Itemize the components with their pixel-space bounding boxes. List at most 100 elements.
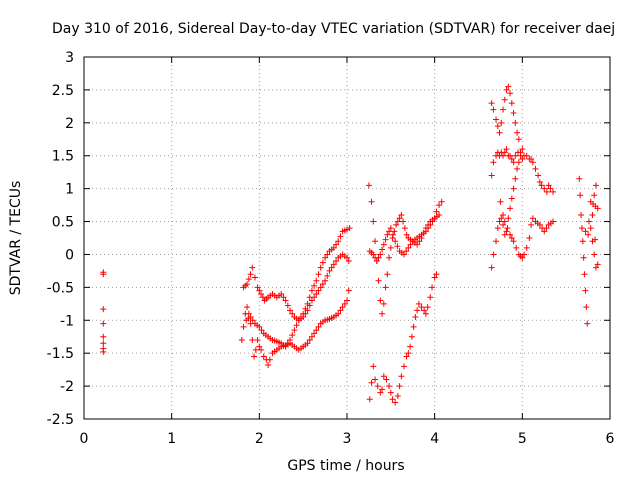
data-point-plus	[256, 287, 263, 294]
x-tick-label: 2	[255, 431, 264, 447]
chart-title: Day 310 of 2016, Sidereal Day-to-day VTE…	[52, 21, 615, 37]
data-point-plus	[337, 233, 344, 240]
data-point-plus	[373, 258, 380, 265]
data-point-plus	[387, 244, 394, 251]
data-point-plus	[403, 248, 410, 255]
data-point-plus	[418, 235, 425, 241]
data-point-plus	[293, 322, 300, 329]
data-point-plus	[528, 221, 535, 228]
data-point-plus	[514, 165, 521, 172]
data-point-plus	[345, 287, 352, 294]
data-point-plus	[380, 241, 387, 248]
data-point-plus	[244, 281, 251, 288]
data-point-plus	[582, 287, 589, 294]
data-point-plus	[306, 337, 313, 344]
data-point-plus	[512, 119, 519, 126]
data-point-plus	[398, 211, 405, 218]
x-tick-label: 0	[80, 431, 89, 447]
data-point-plus	[538, 182, 545, 189]
y-tick-label: 2	[65, 116, 74, 132]
data-point-plus	[528, 156, 535, 163]
data-point-plus	[393, 221, 400, 228]
data-point-plus	[584, 320, 591, 327]
data-point-plus	[494, 225, 501, 232]
data-point-plus	[403, 231, 410, 238]
data-point-plus	[282, 343, 289, 350]
data-point-plus	[370, 218, 377, 225]
data-point-plus	[345, 258, 352, 265]
data-point-plus	[512, 152, 519, 159]
data-point-plus	[302, 305, 309, 312]
data-point-plus	[438, 198, 445, 205]
data-point-plus	[379, 246, 386, 253]
data-point-plus	[394, 392, 401, 399]
data-point-plus	[374, 383, 381, 390]
data-point-plus	[510, 185, 517, 192]
x-axis-label: GPS time / hours	[287, 458, 404, 474]
data-point-plus	[266, 356, 273, 363]
data-point-plus	[386, 228, 393, 235]
data-point-plus	[508, 235, 515, 241]
data-point-plus	[260, 353, 267, 360]
data-point-plus	[532, 165, 539, 172]
data-point-plus	[100, 306, 107, 313]
data-point-plus	[322, 254, 329, 261]
data-point-plus	[341, 300, 348, 307]
data-point-plus	[344, 226, 350, 233]
data-point-plus	[582, 228, 589, 235]
data-point-plus	[578, 225, 585, 232]
data-point-plus	[379, 310, 386, 317]
data-point-plus	[389, 396, 396, 403]
data-point-plus	[394, 218, 401, 225]
data-point-plus	[328, 264, 335, 271]
data-point-plus	[503, 146, 510, 153]
data-point-plus	[383, 376, 390, 383]
data-point-plus	[414, 307, 421, 314]
data-point-plus	[100, 271, 107, 278]
data-point-plus	[529, 215, 536, 222]
data-point-plus	[392, 238, 399, 245]
data-point-plus	[436, 202, 443, 209]
data-point-plus	[507, 205, 514, 212]
data-point-plus	[394, 243, 401, 250]
data-point-plus	[512, 175, 519, 182]
data-point-plus	[317, 284, 324, 291]
data-point-plus	[278, 290, 285, 297]
data-point-plus	[521, 251, 528, 258]
data-point-plus	[496, 129, 503, 136]
data-point-plus	[498, 119, 505, 126]
data-point-plus	[317, 264, 324, 271]
x-tick-label: 6	[606, 431, 615, 447]
x-tick-label: 5	[518, 431, 527, 447]
data-point-plus	[251, 353, 258, 360]
data-point-plus	[510, 109, 517, 116]
data-point-plus	[377, 389, 384, 396]
data-point-plus	[368, 198, 375, 205]
data-point-plus	[308, 297, 315, 304]
data-point-plus	[408, 333, 415, 340]
data-point-plus	[500, 106, 507, 113]
data-point-plus	[591, 192, 598, 199]
data-point-plus	[384, 271, 391, 278]
data-point-plus	[346, 225, 353, 232]
data-point-plus	[405, 350, 412, 357]
data-point-plus	[256, 343, 263, 350]
data-points	[100, 83, 601, 406]
data-point-plus	[578, 211, 585, 218]
data-point-plus	[315, 287, 322, 294]
data-point-plus	[284, 340, 291, 347]
data-point-plus	[543, 188, 550, 195]
data-point-plus	[519, 146, 526, 153]
grid-lines	[84, 57, 610, 419]
y-axis-label: SDTVAR / TECUs	[8, 181, 24, 296]
data-point-plus	[100, 320, 107, 327]
data-point-plus	[490, 159, 497, 166]
data-point-plus	[289, 332, 296, 339]
data-point-plus	[398, 373, 405, 380]
data-point-plus	[514, 129, 521, 136]
data-point-plus	[319, 281, 326, 288]
data-point-plus	[313, 277, 320, 284]
data-point-plus	[287, 307, 294, 314]
x-tick-label: 4	[430, 431, 439, 447]
data-point-plus	[501, 231, 508, 238]
